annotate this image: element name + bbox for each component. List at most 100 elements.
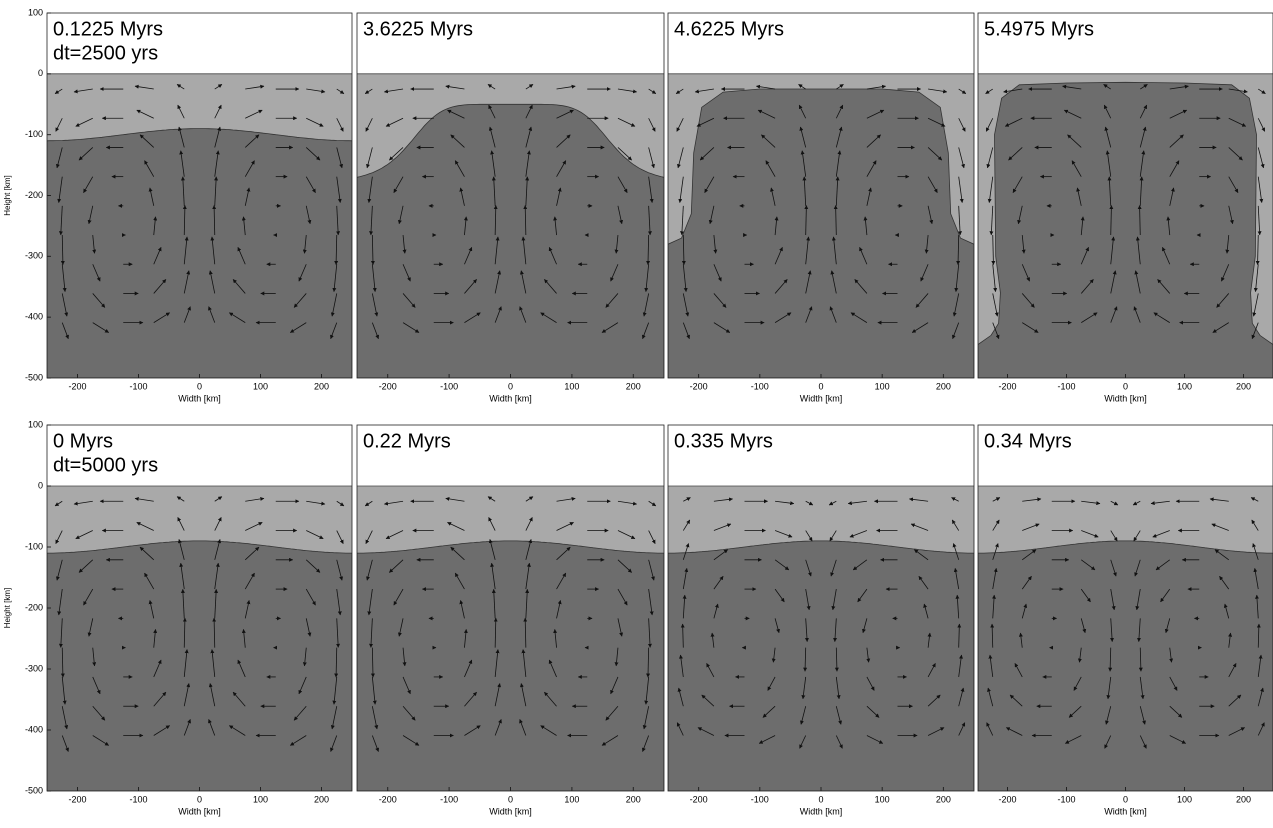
- vector-arrow: [927, 663, 936, 678]
- vector-arrow: [696, 117, 715, 127]
- vector-arrow: [556, 84, 576, 90]
- vector-arrow: [951, 497, 959, 502]
- vector-arrow: [393, 588, 404, 606]
- vector-arrow: [601, 735, 619, 746]
- vector-arrow: [454, 160, 465, 177]
- vector-arrow: [1071, 160, 1082, 177]
- vector-arrow: [677, 147, 684, 169]
- vector-arrow: [617, 618, 624, 637]
- vector-arrow: [464, 312, 481, 323]
- y-tick-label: -400: [25, 312, 43, 322]
- vector-arrow: [1255, 235, 1260, 265]
- plot-area: [978, 425, 1273, 791]
- vector-arrow: [835, 735, 843, 749]
- vector-arrow: [237, 659, 246, 678]
- vector-arrow: [214, 126, 222, 148]
- vector-arrow: [1228, 205, 1234, 225]
- vector-arrow: [336, 559, 344, 581]
- vector-arrow: [1228, 176, 1239, 194]
- vector-arrow: [1139, 706, 1146, 725]
- vector-arrow: [293, 293, 307, 308]
- vector-arrow: [986, 147, 994, 169]
- vector-arrow: [144, 160, 155, 177]
- vector-arrow: [1155, 559, 1170, 571]
- vector-arrow: [153, 216, 158, 236]
- vector-arrow: [927, 205, 934, 225]
- vector-arrow: [642, 293, 650, 317]
- vector-arrow: [1104, 735, 1112, 749]
- vector-arrow: [92, 293, 106, 308]
- vector-arrow: [713, 293, 727, 308]
- vector-arrow: [210, 236, 216, 265]
- vector-arrow: [494, 649, 500, 677]
- vector-arrow: [61, 293, 69, 317]
- vector-arrow: [1257, 687, 1264, 707]
- vector-arrow: [245, 109, 263, 119]
- vector-arrow: [683, 497, 691, 502]
- vector-arrow: [952, 322, 960, 340]
- vector-arrow: [831, 589, 837, 611]
- y-tick-label: -100: [25, 129, 43, 139]
- vector-arrow: [617, 588, 628, 606]
- vector-arrow: [678, 654, 684, 677]
- vector-arrow: [1221, 264, 1230, 282]
- vector-arrow: [849, 530, 868, 538]
- vector-arrow: [713, 603, 719, 619]
- vector-arrow: [402, 235, 407, 254]
- vector-arrow: [1228, 727, 1246, 736]
- vector-arrow: [364, 500, 373, 507]
- vector-arrow: [336, 530, 344, 545]
- x-axis-label: Width [km]: [1104, 393, 1147, 403]
- x-tick-label: -200: [690, 381, 708, 391]
- vector-arrow: [805, 559, 812, 577]
- vector-arrow: [1152, 530, 1170, 538]
- vector-arrow: [540, 312, 557, 323]
- x-tick-label: 0: [818, 381, 823, 391]
- vector-arrow: [648, 147, 655, 169]
- vector-arrow: [805, 589, 811, 611]
- vector-arrow: [1164, 618, 1171, 634]
- vector-arrow: [402, 322, 420, 333]
- plot-area: [357, 425, 664, 791]
- vector-arrow: [1209, 497, 1229, 502]
- vector-arrow: [1253, 567, 1259, 590]
- vector-arrow: [854, 279, 868, 294]
- vector-arrow: [648, 176, 654, 203]
- vector-arrow: [1138, 647, 1143, 672]
- vector-arrow: [383, 500, 404, 506]
- vector-arrow: [244, 546, 260, 561]
- vector-arrow: [1076, 187, 1082, 206]
- vector-arrow: [713, 264, 722, 282]
- vector-arrow: [610, 676, 619, 695]
- vector-arrow: [985, 118, 994, 132]
- x-tick-label: 200: [626, 381, 641, 391]
- vector-arrow: [92, 235, 97, 254]
- vector-arrow: [952, 543, 960, 560]
- vector-arrow: [987, 176, 994, 203]
- vector-arrow: [523, 205, 528, 236]
- x-axis-label: Width [km]: [489, 806, 532, 816]
- x-tick-label: -100: [751, 794, 769, 804]
- vector-arrow: [1021, 575, 1032, 590]
- vector-arrow: [1110, 530, 1118, 542]
- vector-arrow: [336, 147, 344, 169]
- vector-arrow: [525, 126, 533, 148]
- vector-arrow: [393, 176, 404, 194]
- vector-arrow: [214, 588, 219, 619]
- vector-arrow: [208, 719, 216, 736]
- vector-arrow: [212, 205, 217, 236]
- vector-arrow: [988, 654, 994, 677]
- vector-arrow: [648, 118, 656, 132]
- vector-arrow: [61, 264, 67, 293]
- y-tick-label: -500: [25, 785, 43, 795]
- vector-arrow: [1109, 205, 1114, 236]
- vector-arrow: [556, 496, 576, 502]
- vector-arrow: [87, 205, 94, 225]
- vector-arrow: [985, 88, 993, 95]
- vector-arrow: [228, 312, 246, 323]
- vector-arrow: [153, 246, 162, 265]
- vector-arrow: [955, 594, 960, 619]
- vector-arrow: [641, 322, 650, 340]
- y-tick-label: -300: [25, 663, 43, 673]
